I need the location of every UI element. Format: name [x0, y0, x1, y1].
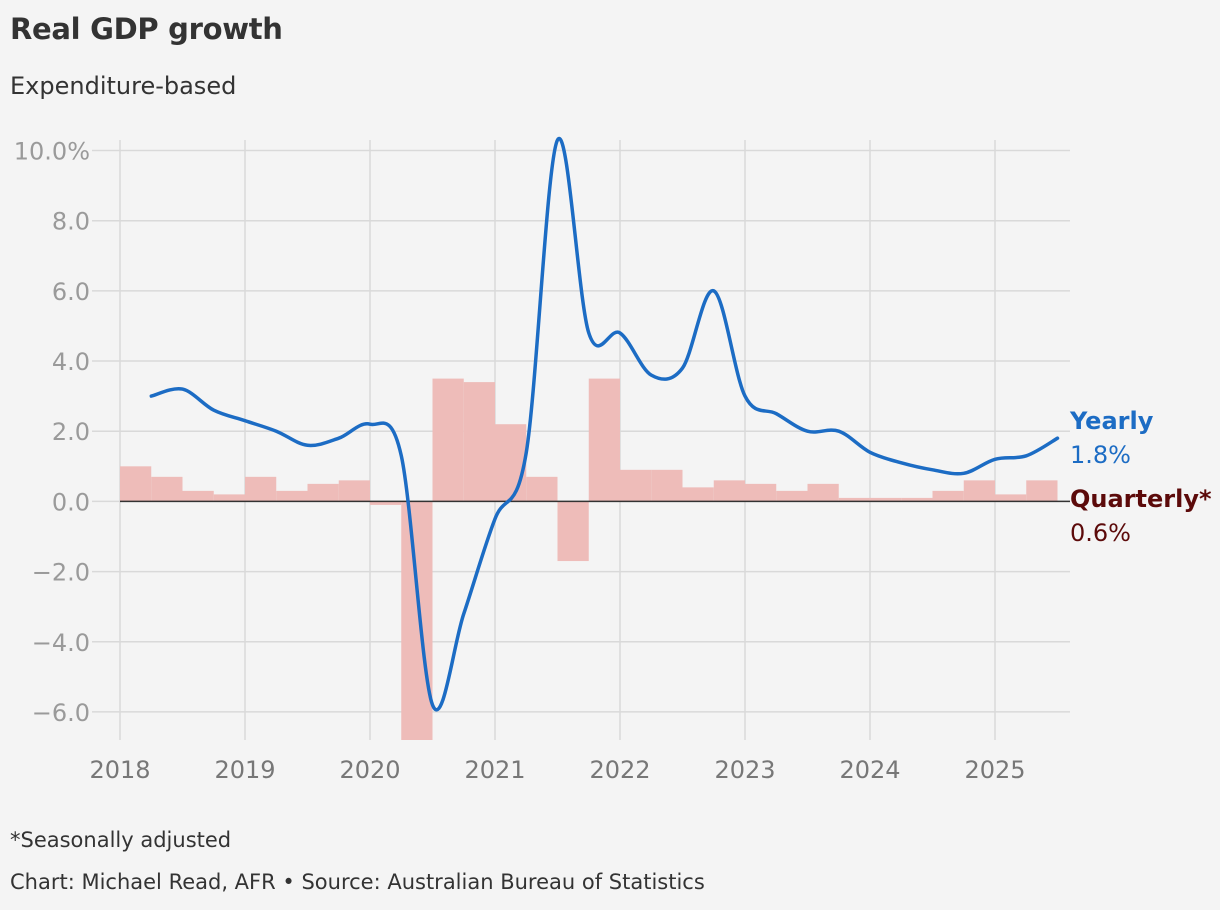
quarterly-value: 0.6%: [1070, 519, 1131, 547]
quarterly-bar: [682, 487, 714, 502]
quarterly-bar: [1026, 480, 1058, 502]
quarterly-bar: [182, 490, 214, 502]
quarterly-bar: [838, 497, 870, 502]
quarterly-bar: [526, 476, 558, 502]
quarterly-bar: [276, 490, 308, 502]
footnote: *Seasonally adjusted: [10, 828, 232, 852]
x-tick-label: 2023: [714, 756, 775, 784]
quarterly-bar: [807, 483, 839, 502]
quarterly-bar: [338, 480, 370, 502]
quarterly-bar: [963, 480, 995, 502]
y-tick-label: 4.0: [52, 348, 90, 376]
yearly-label: Yearly: [1069, 407, 1154, 435]
quarterly-bar: [245, 476, 277, 502]
y-tick-label: −4.0: [32, 629, 90, 657]
y-axis-ticks: 10.0% 8.0 6.0 4.0 2.0 0.0 −2.0 −4.0 −6.0: [14, 138, 90, 727]
quarterly-bar: [932, 490, 964, 502]
quarterly-bar: [213, 494, 245, 502]
quarterly-label: Quarterly*: [1070, 485, 1212, 513]
quarterly-bar: [745, 483, 777, 502]
y-tick-label: 10.0%: [14, 138, 90, 166]
quarterly-bar: [557, 501, 589, 562]
quarterly-bar: [713, 480, 745, 502]
y-tick-label: 2.0: [52, 418, 90, 446]
x-tick-label: 2025: [964, 756, 1025, 784]
quarterly-bars: [120, 378, 1058, 740]
quarterly-bar: [401, 501, 433, 740]
quarterly-bar: [307, 483, 339, 502]
quarterly-bar: [901, 497, 933, 502]
credit-line: Chart: Michael Read, AFR • Source: Austr…: [10, 870, 705, 894]
quarterly-bar: [870, 497, 902, 502]
series-labels: Yearly 1.8% Quarterly* 0.6%: [1069, 407, 1212, 547]
y-tick-label: −6.0: [32, 699, 90, 727]
grid-lines: [92, 140, 1070, 740]
x-tick-label: 2022: [589, 756, 650, 784]
y-tick-label: 6.0: [52, 278, 90, 306]
quarterly-bar: [776, 490, 808, 502]
x-tick-label: 2021: [464, 756, 525, 784]
quarterly-bar: [651, 469, 683, 502]
chart-subtitle: Expenditure-based: [10, 72, 237, 100]
quarterly-bar: [120, 466, 152, 502]
gdp-chart: 10.0%8.06.04.02.00.0−2.0−4.0−6.0 2018 201…: [14, 136, 1212, 784]
quarterly-bar: [432, 378, 464, 502]
quarterly-bar: [588, 378, 620, 502]
x-tick-label: 2019: [214, 756, 275, 784]
chart-title: Real GDP growth: [10, 12, 283, 46]
yearly-line: [149, 136, 1060, 712]
quarterly-bar: [463, 382, 495, 502]
quarterly-bar: [151, 476, 183, 502]
quarterly-bar: [495, 424, 527, 502]
x-axis-ticks: 2018 2019 2020 2021 2022 2023 2024 2025: [89, 756, 1025, 784]
y-tick-label: 8.0: [52, 208, 90, 236]
quarterly-bar: [995, 494, 1027, 502]
y-tick-label: 0.0: [52, 488, 90, 516]
x-tick-label: 2020: [339, 756, 400, 784]
quarterly-bar: [370, 501, 402, 505]
x-tick-label: 2018: [89, 756, 150, 784]
x-tick-label: 2024: [839, 756, 900, 784]
y-tick-label: −2.0: [32, 559, 90, 587]
yearly-value: 1.8%: [1070, 441, 1131, 469]
quarterly-bar: [620, 469, 652, 502]
